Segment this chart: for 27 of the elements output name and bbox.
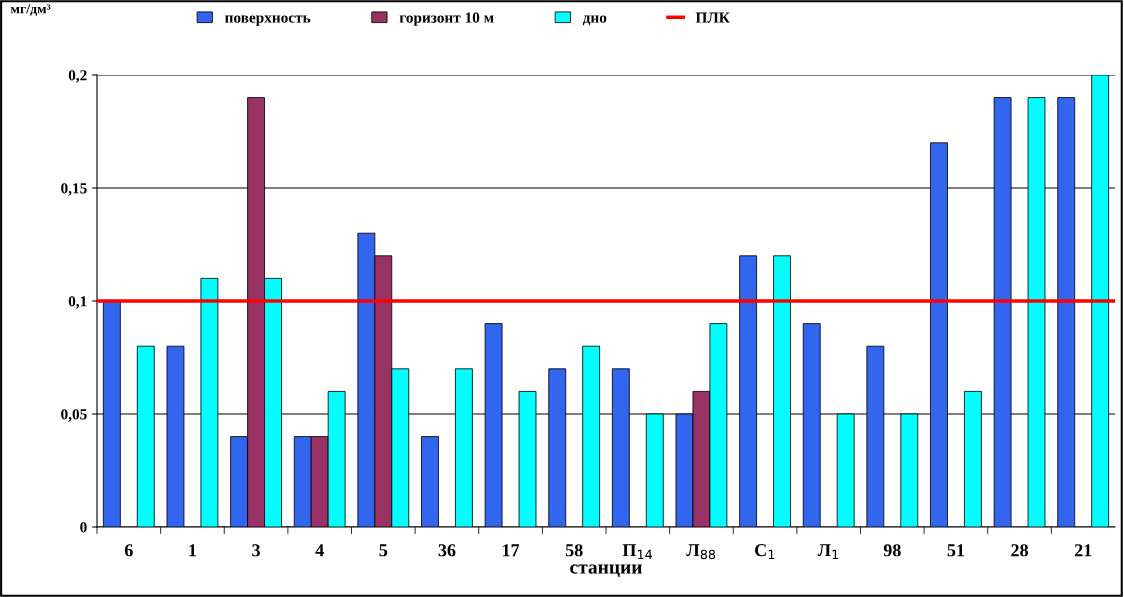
y-tick-label: 0,15 [61,183,87,196]
x-tick-label: 6 [124,544,133,557]
y-tick-label: 0,2 [68,70,87,83]
x-tick-label: 3 [252,544,260,557]
legend-label: дно [582,15,607,26]
y-axis-title: мг/дм³ [10,4,51,16]
x-tick-label: 58 [565,544,583,557]
x-tick-label: 1 [189,544,197,557]
legend-label: горизонт 10 м [399,12,494,26]
x-tick-label: 51 [947,544,965,557]
x-tick-label: 4 [315,544,324,557]
x-tick-label: Л$_{88}$ [686,544,716,560]
x-tick-label: 17 [502,544,520,557]
x-tick-label: С$_{1}$ [755,544,775,560]
x-tick-label: П$_{14}$ [622,544,652,560]
x-tick-label: Л$_{1}$ [817,544,839,560]
x-tick-label: 5 [379,544,388,557]
legend-label: поверхность [225,15,311,26]
x-tick-label: 21 [1074,544,1092,557]
y-tick-label: 0 [80,522,87,533]
x-tick-label: 98 [883,544,901,557]
x-axis-title: станции [570,564,642,577]
x-tick-label: 36 [438,544,456,557]
x-tick-label: 28 [1011,544,1028,557]
y-tick-label: 0,1 [68,296,87,309]
legend-label: ПЛК [695,12,730,23]
y-tick-label: 0,05 [61,409,87,422]
